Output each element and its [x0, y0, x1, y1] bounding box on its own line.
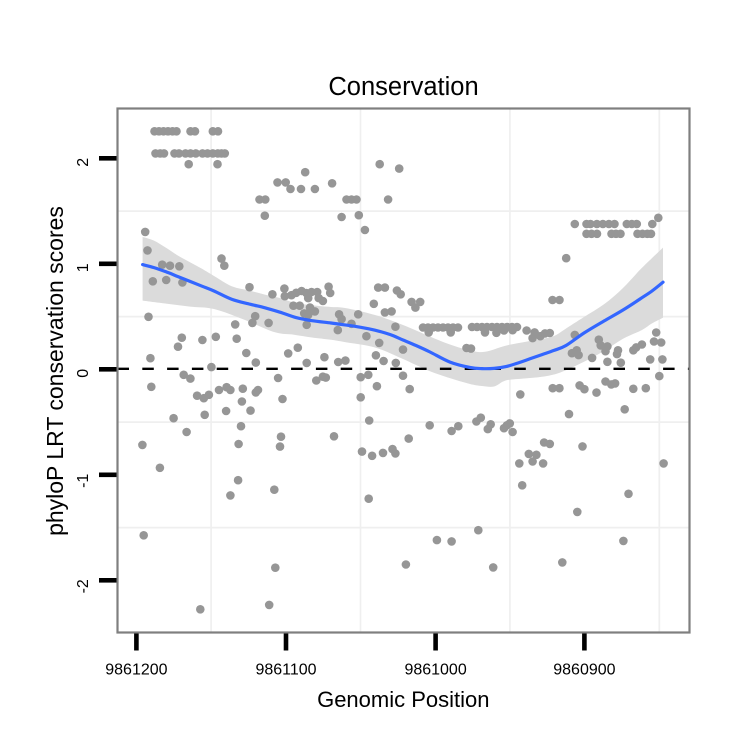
svg-text:Genomic Position: Genomic Position — [317, 687, 489, 712]
svg-text:9861000: 9861000 — [404, 662, 466, 679]
svg-text:0: 0 — [75, 369, 92, 378]
svg-text:9860900: 9860900 — [553, 662, 615, 679]
svg-text:-2: -2 — [75, 579, 92, 593]
svg-text:-1: -1 — [75, 474, 92, 488]
svg-text:9861100: 9861100 — [255, 662, 316, 679]
svg-text:1: 1 — [75, 263, 92, 272]
svg-text:9861200: 9861200 — [105, 662, 167, 679]
svg-text:Conservation: Conservation — [328, 73, 478, 101]
svg-text:phyloP LRT conservation scores: phyloP LRT conservation scores — [42, 206, 68, 536]
svg-text:2: 2 — [75, 158, 92, 167]
